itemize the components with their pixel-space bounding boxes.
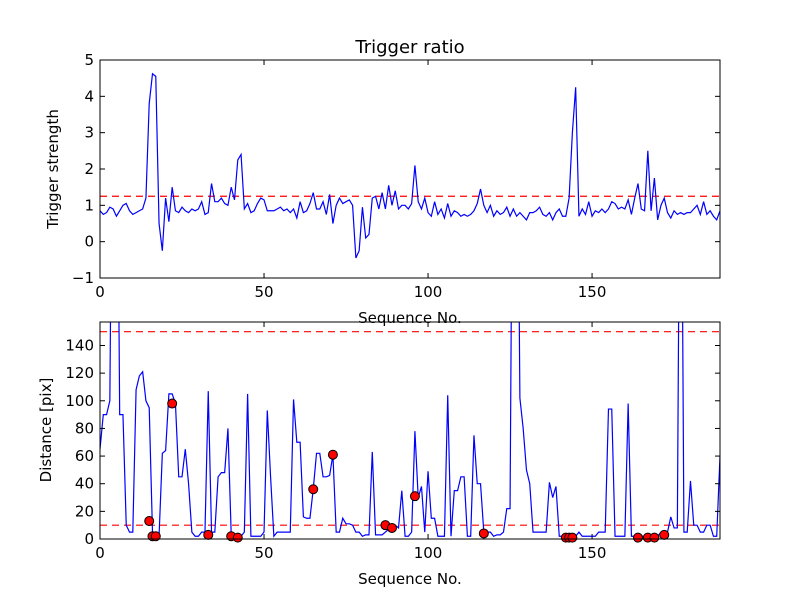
axes: 0 50 100 150 0 20 40 60 80 100 120 140 [65, 321, 721, 562]
x-axis-label: Sequence No. [358, 570, 462, 588]
y-axis-label: Trigger strength [44, 109, 62, 230]
data-marker [386, 522, 397, 533]
x-tick-label: 150 [578, 544, 607, 562]
series-line [100, 72, 720, 259]
x-tick-label: 0 [95, 283, 105, 301]
data-marker [203, 529, 214, 540]
x-axis-label: Sequence No. [358, 309, 462, 327]
y-tick-label: 40 [75, 475, 94, 493]
distance-chart: 0 50 100 150 0 20 40 60 80 100 120 140 Sequence No.… [37, 321, 721, 588]
axes-frame [99, 59, 721, 279]
data-marker [659, 529, 670, 540]
data-marker [327, 449, 338, 460]
plot-inner [100, 72, 720, 259]
axes-frame [99, 321, 721, 540]
data-marker [409, 491, 420, 502]
data-marker [167, 398, 178, 409]
series-line [100, 322, 720, 538]
x-tick-label: 100 [414, 283, 443, 301]
data-marker [232, 532, 243, 543]
plot-inner [100, 322, 720, 538]
y-tick-label: 20 [75, 502, 94, 520]
y-tick-label: 5 [84, 51, 94, 69]
y-axis-label: Distance [pix] [37, 378, 55, 483]
plot-area [100, 322, 720, 543]
y-tick-label: 1 [84, 196, 94, 214]
data-marker [632, 532, 643, 543]
data-marker [567, 532, 578, 543]
y-tick-label: 4 [84, 87, 94, 105]
data-marker [478, 528, 489, 539]
x-tick-label: 50 [254, 544, 273, 562]
data-marker [308, 484, 319, 495]
plot-area [100, 72, 720, 259]
data-marker [649, 532, 660, 543]
y-tick-label: 0 [84, 233, 94, 251]
y-tick-label: 3 [84, 124, 94, 142]
x-tick-label: 50 [254, 283, 273, 301]
data-marker [150, 531, 161, 542]
y-tick-label: 2 [84, 160, 94, 178]
y-tick-label: 120 [65, 364, 94, 382]
x-tick-label: 100 [414, 544, 443, 562]
y-tick-label: 140 [65, 336, 94, 354]
y-tick-label: 60 [75, 447, 94, 465]
data-marker [144, 516, 155, 527]
y-tick-label: −1 [72, 269, 94, 287]
y-tick-label: 80 [75, 419, 94, 437]
y-tick-label: 100 [65, 392, 94, 410]
chart-title: Trigger ratio [354, 37, 464, 58]
x-tick-label: 0 [95, 544, 105, 562]
y-tick-label: 0 [84, 530, 94, 548]
x-tick-label: 150 [578, 283, 607, 301]
